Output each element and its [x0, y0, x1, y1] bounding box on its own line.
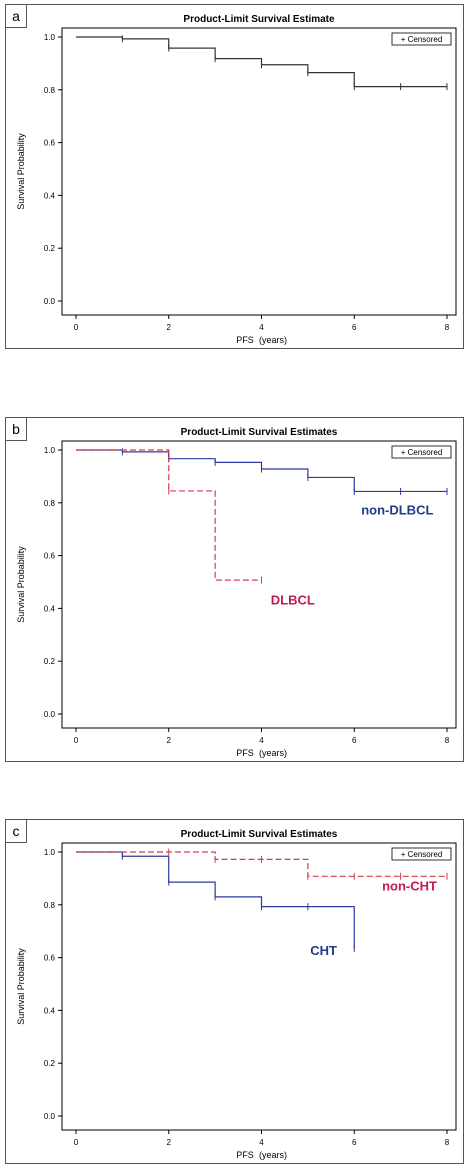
x-tick-label: 8 [445, 323, 450, 332]
y-tick-label: 0.6 [44, 552, 56, 561]
y-tick-label: 0.8 [44, 901, 56, 910]
x-tick-label: 0 [74, 1138, 79, 1147]
x-tick-label: 6 [352, 736, 357, 745]
y-tick-label: 0.6 [44, 954, 56, 963]
y-tick-label: 0.4 [44, 1006, 56, 1015]
chart-svg-c: Product-Limit Survival Estimates 0.0 0.2 0.… [16, 829, 457, 1160]
chart-panel-c: Product-Limit Survival Estimates 0.0 0.2 0.… [5, 819, 464, 1164]
legend-box [391, 445, 452, 459]
y-axis-label: Survival Probability [16, 133, 26, 210]
legend-censored: + Censored [401, 850, 443, 859]
chart-svg-a: Product-Limit Survival Estimate 0.0 0.2 0.4… [16, 14, 457, 345]
legend-box [391, 847, 452, 861]
y-tick-label: 1.0 [44, 848, 56, 857]
y-tick-label: 0.4 [44, 604, 56, 613]
x-tick-label: 2 [167, 1138, 172, 1147]
x-tick-label: 4 [259, 1138, 264, 1147]
panel-label-c: c [6, 820, 27, 843]
x-axis-label: PFS [236, 748, 254, 758]
x-tick-label: 6 [352, 1138, 357, 1147]
plot-frame [61, 440, 457, 729]
x-axis-label: PFS [236, 335, 254, 345]
chart-title: Product-Limit Survival Estimates [181, 427, 338, 438]
panel-label-b: b [6, 418, 27, 441]
series-label: non-CHT [382, 878, 437, 893]
y-tick-label: 1.0 [44, 446, 56, 455]
survival-curve [76, 36, 447, 88]
x-tick-label: 0 [74, 736, 79, 745]
y-tick-label: 0.0 [44, 710, 56, 719]
chart-svg-b: Product-Limit Survival Estimates 0.0 0.2 0.… [16, 427, 457, 758]
x-tick-label: 4 [259, 323, 264, 332]
x-tick-label: 8 [445, 736, 450, 745]
y-tick-label: 0.2 [44, 244, 56, 253]
y-tick-label: 0.4 [44, 191, 56, 200]
x-axis-unit: (years) [259, 748, 287, 758]
x-tick-label: 2 [167, 323, 172, 332]
y-tick-label: 0.2 [44, 1059, 56, 1068]
legend-censored: + Censored [401, 448, 443, 457]
plot-frame [61, 27, 457, 316]
chart-panel-a: Product-Limit Survival Estimate 0.0 0.2 0.4… [5, 4, 464, 349]
y-tick-label: 0.0 [44, 1112, 56, 1121]
x-axis-label: PFS [236, 1150, 254, 1160]
plot-frame [61, 842, 457, 1131]
series-label: non-DLBCL [361, 503, 433, 518]
chart-title: Product-Limit Survival Estimate [183, 14, 335, 25]
survival-curve-dlbcl [76, 449, 262, 581]
y-tick-label: 0.6 [44, 139, 56, 148]
survival-curve-non-dlbcl [76, 449, 447, 493]
x-tick-label: 0 [74, 323, 79, 332]
y-tick-label: 0.0 [44, 297, 56, 306]
y-tick-label: 1.0 [44, 33, 56, 42]
x-axis-unit: (years) [259, 335, 287, 345]
panel-label-a: a [6, 5, 27, 28]
x-tick-label: 4 [259, 736, 264, 745]
chart-panel-b: Product-Limit Survival Estimates 0.0 0.2 0.… [5, 417, 464, 762]
y-axis-label: Survival Probability [16, 546, 26, 623]
y-tick-label: 0.8 [44, 86, 56, 95]
legend-box [391, 32, 452, 46]
y-tick-label: 0.8 [44, 499, 56, 508]
y-tick-label: 0.2 [44, 657, 56, 666]
x-tick-label: 8 [445, 1138, 450, 1147]
chart-title: Product-Limit Survival Estimates [181, 829, 338, 840]
x-tick-label: 6 [352, 323, 357, 332]
x-tick-label: 2 [167, 736, 172, 745]
x-axis-unit: (years) [259, 1150, 287, 1160]
y-axis-label: Survival Probability [16, 948, 26, 1025]
series-label: DLBCL [271, 592, 315, 607]
series-label: CHT [310, 943, 337, 958]
legend-censored: + Censored [401, 35, 443, 44]
